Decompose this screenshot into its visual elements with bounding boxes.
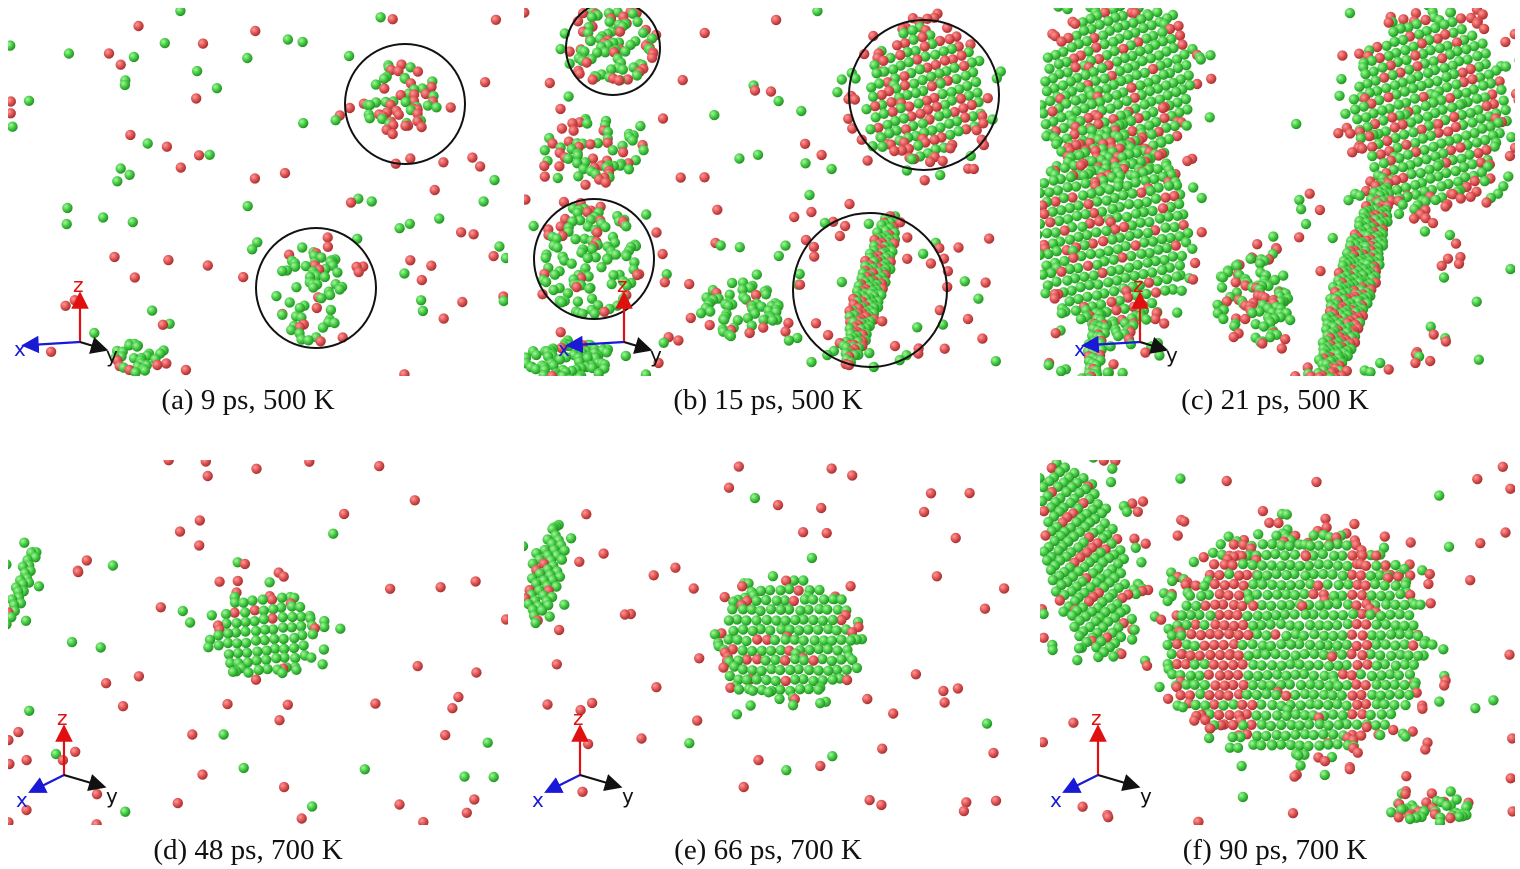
highlight-circle — [792, 212, 948, 368]
highlight-circle — [848, 19, 1000, 171]
highlight-circle — [344, 43, 466, 165]
panel-caption-d: (d) 48 ps, 700 K — [153, 834, 343, 866]
svg-text:x: x — [532, 788, 544, 812]
panel-caption-f: (f) 90 ps, 700 K — [1182, 834, 1368, 866]
svg-text:z: z — [573, 706, 584, 730]
panel-e — [524, 461, 1010, 817]
svg-text:z: z — [57, 706, 68, 730]
svg-text:x: x — [558, 337, 570, 361]
panel-caption-c: (c) 21 ps, 500 K — [1181, 384, 1369, 416]
axes-triad-icon: z x y — [532, 706, 634, 812]
svg-text:y: y — [1140, 784, 1152, 808]
panel-a — [8, 8, 508, 376]
svg-text:y: y — [106, 784, 118, 808]
svg-text:y: y — [622, 784, 634, 808]
svg-text:x: x — [16, 788, 28, 812]
axes-triad-icon: z x y — [1050, 706, 1152, 812]
highlight-circle — [533, 198, 655, 320]
highlight-circle — [565, 8, 661, 96]
axes-triad-icon: z x y — [16, 706, 118, 812]
axes-triad-icon: z x y — [14, 273, 118, 367]
panel-caption-a: (a) 9 ps, 500 K — [161, 384, 335, 416]
svg-text:y: y — [106, 343, 118, 367]
svg-text:z: z — [617, 273, 628, 297]
panel-caption-e: (e) 66 ps, 700 K — [674, 834, 862, 866]
panel-c — [1040, 8, 1515, 376]
highlight-circle — [255, 227, 377, 349]
svg-text:x: x — [1074, 337, 1086, 361]
panel-b — [524, 8, 1006, 376]
axes-triad-icon: z x y — [1074, 273, 1178, 367]
svg-text:x: x — [14, 337, 26, 361]
svg-text:z: z — [1091, 706, 1102, 730]
svg-text:z: z — [1133, 273, 1144, 297]
panel-f — [1040, 460, 1515, 825]
svg-text:x: x — [1050, 788, 1062, 812]
axes-triad-icon: z x y — [558, 273, 662, 367]
panel-caption-b: (b) 15 ps, 500 K — [673, 384, 863, 416]
svg-text:z: z — [73, 273, 84, 297]
panel-d — [8, 460, 508, 825]
svg-text:y: y — [1166, 343, 1178, 367]
svg-text:y: y — [650, 343, 662, 367]
